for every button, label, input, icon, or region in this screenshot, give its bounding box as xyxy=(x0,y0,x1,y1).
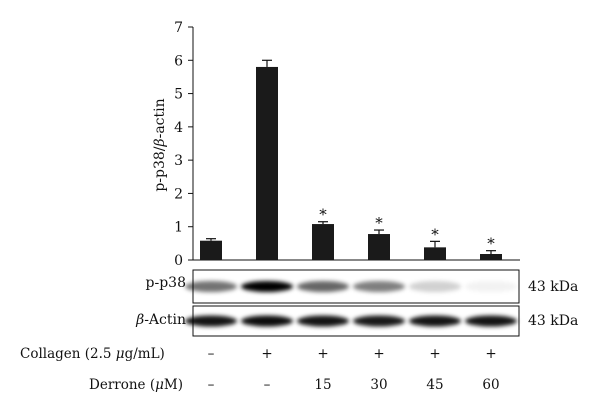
treatment-value: + xyxy=(485,346,496,362)
treatment-derrone-label: Derrone (μM) xyxy=(89,377,183,393)
treatment-derrone-values: – – 15 30 45 60 xyxy=(208,377,500,393)
treatment-value: 30 xyxy=(370,377,387,393)
bar xyxy=(256,66,278,260)
blot-band xyxy=(409,315,461,327)
bars-group: * * * * xyxy=(200,59,502,260)
blot-band xyxy=(353,281,405,292)
y-tick-label: 3 xyxy=(174,153,183,169)
y-axis-ticks: 0 1 2 3 4 5 6 7 xyxy=(174,20,193,269)
y-tick-label: 5 xyxy=(174,87,183,103)
blot-bands-p-p38 xyxy=(185,281,517,292)
treatment-collagen-values: – + + + + + xyxy=(208,346,497,362)
y-tick-label: 7 xyxy=(174,20,183,36)
y-tick-label: 2 xyxy=(174,186,183,202)
blot-size-p-p38: 43 kDa xyxy=(528,279,578,295)
blot-band xyxy=(241,281,293,292)
blot-band xyxy=(185,315,237,327)
treatment-value: + xyxy=(429,346,440,362)
blot-band xyxy=(465,281,517,292)
blot-band xyxy=(241,315,293,327)
treatment-value: – xyxy=(208,346,215,362)
blot-band xyxy=(297,281,349,292)
y-axis-title: p-p38/β-actin xyxy=(152,98,168,191)
blot-label-beta-actin: β-Actin xyxy=(135,312,186,328)
bar xyxy=(368,234,390,260)
treatment-value: + xyxy=(261,346,272,362)
significance-marker: * xyxy=(319,206,327,224)
treatment-collagen-label: Collagen (2.5 μg/mL) xyxy=(20,346,165,362)
blot-size-beta-actin: 43 kDa xyxy=(528,313,578,329)
significance-marker: * xyxy=(375,214,383,232)
treatment-value: – xyxy=(208,377,215,393)
y-tick-label: 4 xyxy=(174,120,183,136)
blot-band xyxy=(185,281,237,292)
significance-marker: * xyxy=(487,235,495,253)
blot-band xyxy=(297,315,349,327)
treatment-value: 45 xyxy=(426,377,443,393)
treatment-value: 15 xyxy=(314,377,331,393)
bar xyxy=(312,224,334,260)
y-tick-label: 0 xyxy=(174,253,183,269)
blot-band xyxy=(465,315,517,327)
bar xyxy=(480,254,502,260)
significance-marker: * xyxy=(431,225,439,243)
treatment-value: – xyxy=(264,377,271,393)
y-tick-label: 6 xyxy=(174,53,183,69)
blot-bands-beta-actin xyxy=(185,315,517,327)
blot-band xyxy=(353,315,405,327)
blot-panel-p-p38: p-p38 43 kDa xyxy=(146,269,578,304)
blot-band xyxy=(409,281,461,292)
treatment-value: + xyxy=(373,346,384,362)
blot-panel-beta-actin: β-Actin 43 kDa xyxy=(135,305,578,337)
bar xyxy=(200,240,222,260)
treatment-value: 60 xyxy=(482,377,499,393)
bar xyxy=(424,247,446,260)
treatment-value: + xyxy=(317,346,328,362)
blot-label-p-p38: p-p38 xyxy=(146,275,186,291)
y-tick-label: 1 xyxy=(174,220,183,236)
